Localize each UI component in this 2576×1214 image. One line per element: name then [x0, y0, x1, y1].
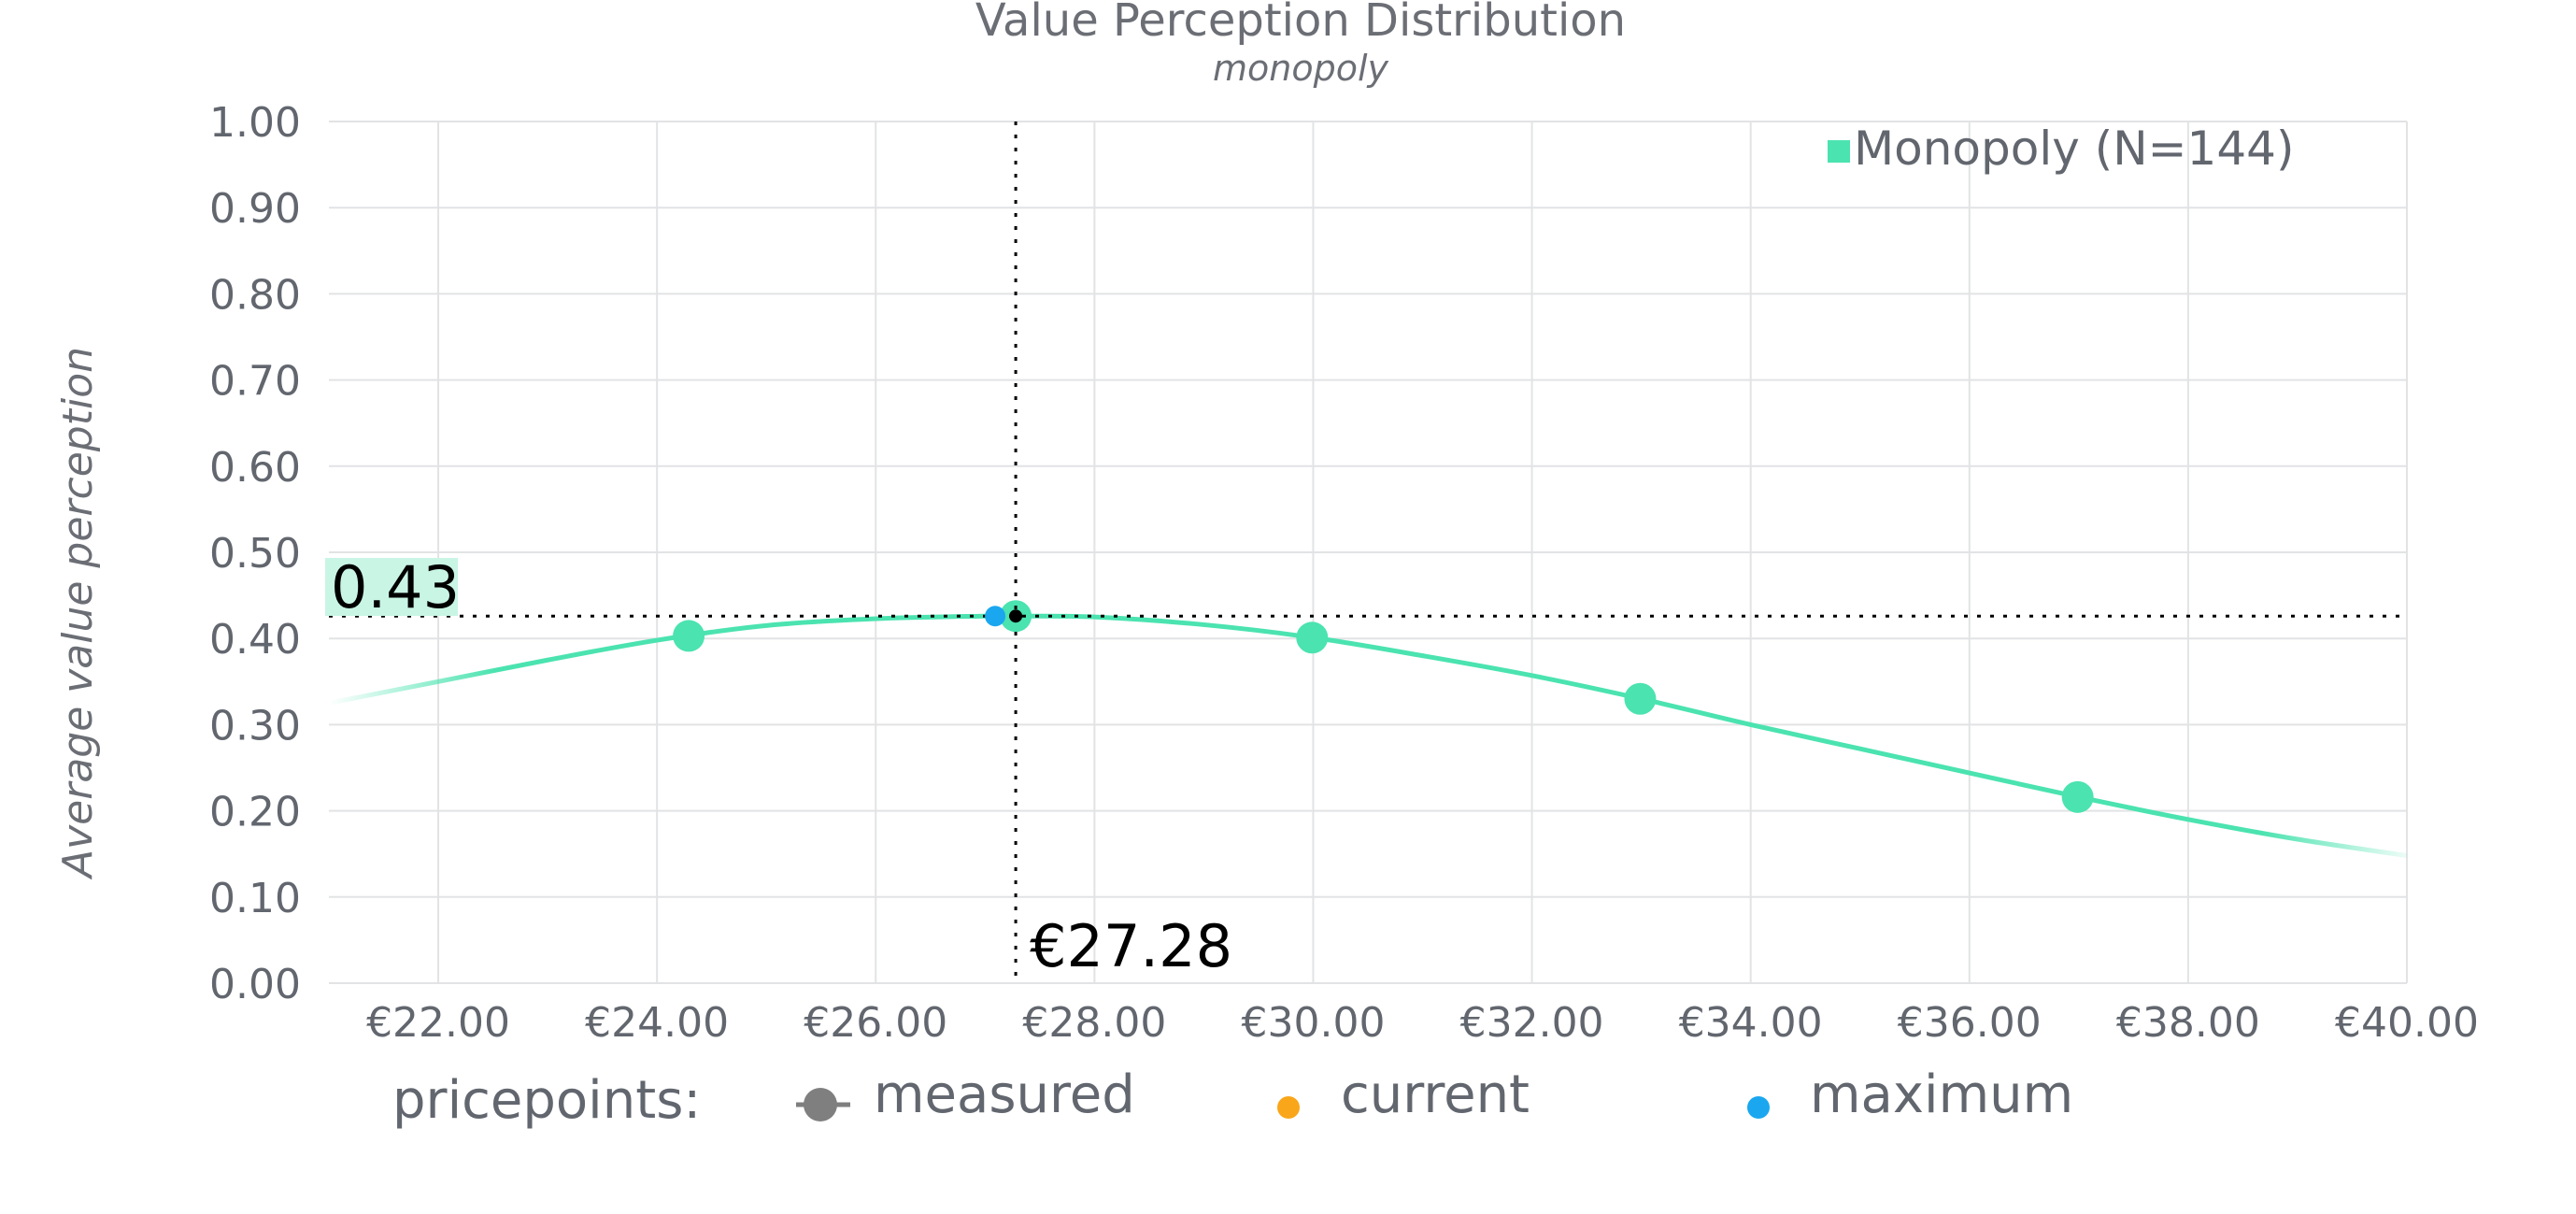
- maximum-point: [985, 606, 1006, 627]
- x-tick-label: €30.00: [1241, 999, 1385, 1047]
- max-x-label: €27.28: [1030, 912, 1232, 980]
- measured-point: [1624, 682, 1657, 715]
- legend-label: Monopoly (N=144): [1854, 121, 2294, 176]
- current-legend-icon: [1277, 1096, 1300, 1119]
- current-legend-label: current: [1341, 1064, 1530, 1125]
- x-tick-label: €38.00: [2116, 999, 2260, 1047]
- maximum-legend-label: maximum: [1810, 1064, 2073, 1125]
- measured-legend-icon: [804, 1088, 837, 1121]
- series-group: [328, 600, 2408, 859]
- y-tick-label: 1.00: [209, 99, 301, 147]
- measured-legend-label: measured: [874, 1064, 1135, 1125]
- y-tick-label: 0.70: [209, 358, 301, 406]
- pricepoints-label: pricepoints:: [392, 1070, 701, 1131]
- x-tick-label: €36.00: [1898, 999, 2042, 1047]
- y-axis-label: Average value perception: [54, 347, 102, 880]
- max-y-label-bg: [325, 558, 458, 616]
- chart-title: Value Perception Distribution: [975, 0, 1626, 47]
- legend: Monopoly (N=144): [1828, 121, 2294, 176]
- y-ticks: 0.00 0.10 0.20 0.30 0.40 0.50 0.60 0.70 0.80 0.90…: [209, 99, 301, 1008]
- y-tick-label: 0.00: [209, 961, 301, 1008]
- y-tick-label: 0.80: [209, 271, 301, 319]
- series-line: [328, 613, 2408, 859]
- x-tick-label: €22.00: [366, 999, 510, 1047]
- chart-subtitle: monopoly: [1213, 48, 1389, 89]
- pricepoints-legend: pricepoints: measured current maximum: [392, 1064, 2073, 1131]
- measured-point: [673, 620, 705, 652]
- annotations: 0.43 €27.28: [325, 121, 2407, 983]
- y-tick-label: 0.10: [209, 875, 301, 922]
- y-tick-label: 0.20: [209, 789, 301, 836]
- x-tick-label: €26.00: [804, 999, 947, 1047]
- maximum-marker: [1009, 609, 1023, 623]
- legend-swatch: [1828, 140, 1850, 163]
- max-y-label: 0.43: [331, 553, 460, 621]
- y-tick-label: 0.30: [209, 702, 301, 750]
- y-tick-label: 0.50: [209, 530, 301, 578]
- grid: [329, 121, 2408, 984]
- y-tick-label: 0.40: [209, 616, 301, 664]
- x-tick-label: €24.00: [585, 999, 729, 1047]
- x-tick-label: €34.00: [1679, 999, 1823, 1047]
- y-tick-label: 0.60: [209, 444, 301, 492]
- x-tick-label: €28.00: [1022, 999, 1166, 1047]
- x-ticks: €22.00 €24.00 €26.00 €28.00 €30.00 €32.00 €34.…: [366, 999, 2479, 1047]
- measured-point: [1296, 621, 1329, 654]
- x-tick-label: €32.00: [1460, 999, 1604, 1047]
- maximum-legend-icon: [1747, 1096, 1770, 1119]
- x-tick-label: €40.00: [2335, 999, 2479, 1047]
- measured-point: [2061, 780, 2094, 813]
- y-tick-label: 0.90: [209, 185, 301, 233]
